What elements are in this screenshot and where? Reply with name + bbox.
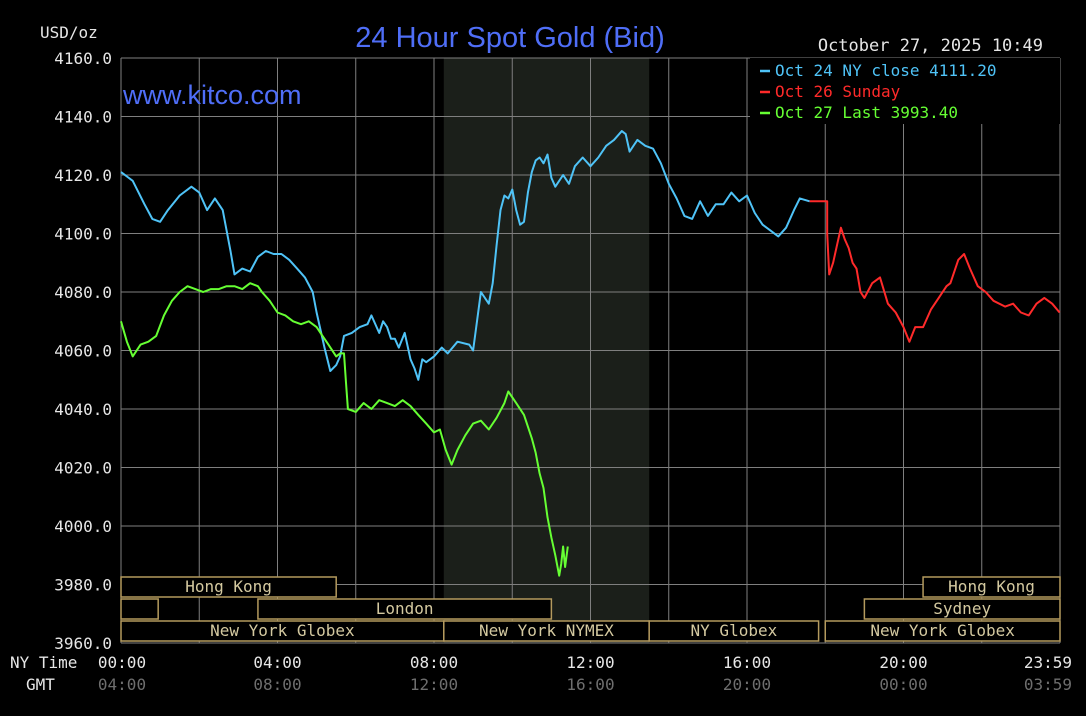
session-label: New York NYMEX	[479, 621, 614, 640]
session-bar	[257, 598, 553, 620]
session-label: Sydney	[933, 599, 991, 618]
session-bars: Hong Kong London New York Globex New York N…	[120, 576, 1061, 642]
y-tick-label: 4000.0	[54, 517, 112, 536]
x-tick-label-gmt: 04:00	[98, 675, 146, 694]
series-line	[809, 200, 1061, 343]
session-bar	[824, 620, 1061, 642]
y-tick-label: 4060.0	[54, 342, 112, 361]
x-tick-label-gmt: 12:00	[410, 675, 458, 694]
x-tick-label-gmt: 08:00	[253, 675, 301, 694]
chart-title: 24 Hour Spot Gold (Bid)	[355, 22, 664, 54]
y-tick-label: 4120.0	[54, 166, 112, 185]
y-tick-label: 3980.0	[54, 576, 112, 595]
y-tick-label: 4040.0	[54, 400, 112, 419]
x-tick-label-gmt: 03:59	[1024, 675, 1072, 694]
watermark-text: www.kitco.com	[122, 80, 302, 110]
session-bar	[120, 576, 337, 598]
session-label: Hong Kong	[185, 577, 272, 596]
series-line	[120, 130, 810, 381]
session-bar	[120, 598, 159, 620]
session-label: Hong Kong	[948, 577, 1035, 596]
x-tick-label-gmt: 16:00	[566, 675, 614, 694]
chart-datetime: October 27, 2025 10:49	[818, 36, 1043, 56]
x-tick-label-gmt: 00:00	[879, 675, 927, 694]
grid-lines	[120, 57, 1061, 644]
y-tick-label: 3960.0	[54, 634, 112, 653]
y-tick-label: 4100.0	[54, 225, 112, 244]
unit-label: USD/oz	[40, 23, 98, 42]
session-label: London	[376, 599, 434, 618]
series-lines	[120, 130, 1061, 577]
y-tick-label: 4020.0	[54, 459, 112, 478]
gmt-axis-title: GMT	[26, 675, 55, 694]
x-tick-label-ny: 08:00	[410, 653, 458, 672]
y-tick-label: 4160.0	[54, 49, 112, 68]
legend-entry: Oct 27 Last 3993.40	[775, 103, 958, 122]
x-tick-label-gmt: 20:00	[723, 675, 771, 694]
legend-box	[750, 58, 1060, 124]
x-tick-label-ny: 00:00	[98, 653, 146, 672]
y-tick-label: 4140.0	[54, 108, 112, 127]
legend: Oct 24 NY close 4111.20 Oct 26 Sunday Oct …	[760, 61, 997, 122]
session-bar	[922, 576, 1061, 598]
session-bar	[863, 598, 1061, 620]
ny-time-axis-title: NY Time	[10, 653, 77, 672]
x-tick-label-ny: 04:00	[253, 653, 301, 672]
legend-entry: Oct 24 NY close 4111.20	[775, 61, 997, 80]
legend-entry: Oct 26 Sunday	[775, 82, 901, 101]
session-label: New York Globex	[210, 621, 355, 640]
y-axis-ticks: 4160.0 4140.0 4120.0 4100.0 4080.0 4060.0 4040…	[54, 49, 112, 653]
x-tick-label-ny: 12:00	[566, 653, 614, 672]
session-bar	[648, 620, 820, 642]
session-label: NY Globex	[691, 621, 778, 640]
session-label: New York Globex	[870, 621, 1015, 640]
x-tick-label-ny: 16:00	[723, 653, 771, 672]
x-tick-label-ny: 23:59	[1024, 653, 1072, 672]
series-line	[120, 282, 569, 577]
x-axis-ticks: 00:00 04:00 08:00 12:00 16:00 20:00 23:59 04:00…	[98, 653, 1072, 694]
y-tick-label: 4080.0	[54, 283, 112, 302]
x-tick-label-ny: 20:00	[879, 653, 927, 672]
